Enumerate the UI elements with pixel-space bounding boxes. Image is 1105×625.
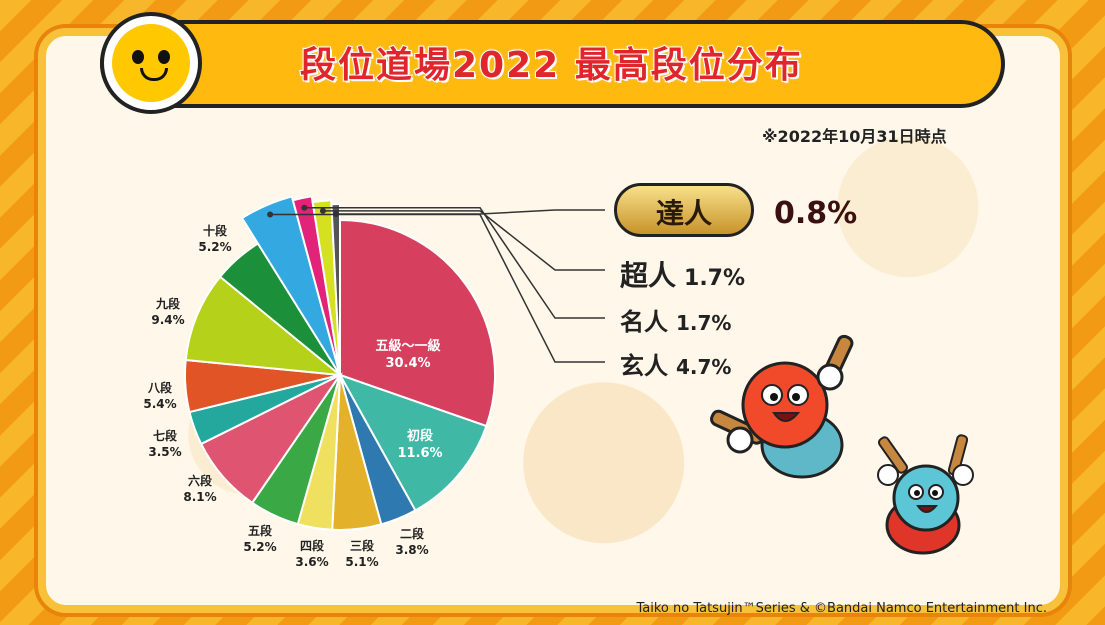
- rank-value-meijin: 1.7%: [676, 311, 732, 335]
- slice-label-三段: 三段: [350, 538, 375, 553]
- slice-value-八段: 5.4%: [143, 397, 176, 411]
- slice-label-二段: 二段: [400, 526, 425, 541]
- slice-label-初段: 初段: [407, 428, 433, 444]
- don-face-icon: [100, 12, 202, 114]
- pie-slice-五級〜一級: [339, 218, 496, 428]
- rank-row-meijin: 名人 1.7%: [620, 302, 731, 337]
- slice-label-九段: 九段: [155, 296, 181, 311]
- rank-row-choujin: 超人 1.7%: [620, 254, 745, 294]
- slice-label-六段: 六段: [188, 473, 213, 488]
- pie-slice-玄人: [240, 195, 341, 376]
- slice-label-十段: 十段: [203, 223, 228, 238]
- tatsujin-badge: 達人: [614, 183, 754, 237]
- slice-value-十段: 5.2%: [198, 240, 231, 254]
- slice-value-三段: 5.1%: [345, 555, 378, 569]
- date-note: ※2022年10月31日時点: [762, 127, 947, 146]
- rank-name-kurouto: 玄人: [620, 352, 668, 380]
- title-bar: [100, 20, 1005, 108]
- leader-dot-超人: [319, 207, 326, 214]
- slice-value-四段: 3.6%: [295, 555, 328, 569]
- slice-value-六段: 8.1%: [183, 490, 216, 504]
- pie-slice-初段: [337, 373, 488, 512]
- pie-slice-名人: [291, 195, 341, 376]
- rank-name-meijin: 名人: [620, 308, 668, 336]
- slice-label-四段: 四段: [300, 538, 325, 553]
- slice-label-五段: 五段: [248, 523, 273, 538]
- slice-value-七段: 3.5%: [148, 445, 181, 459]
- page-title: 段位道場2022 最高段位分布: [299, 44, 803, 87]
- slice-value-五級〜一級: 30.4%: [385, 356, 430, 371]
- leader-line-名人: [304, 207, 605, 319]
- rank-value-choujin: 1.7%: [684, 266, 746, 291]
- slice-value-初段: 11.6%: [397, 446, 442, 461]
- slice-label-七段: 七段: [153, 428, 178, 443]
- rank-name-choujin: 超人: [620, 259, 677, 292]
- katsu-character-icon: [877, 434, 974, 555]
- leader-line-超人: [322, 210, 605, 271]
- rank-value-tatsujin: 0.8%: [774, 196, 858, 231]
- don-character-icon: [710, 334, 854, 479]
- slice-value-五段: 5.2%: [243, 540, 276, 554]
- slice-label-五級〜一級: 五級〜一級: [375, 338, 440, 354]
- pie-slice-九段: [184, 275, 344, 377]
- leader-dot-名人: [301, 204, 308, 211]
- pie-slice-達人: [330, 202, 341, 376]
- leader-line-玄人: [270, 213, 605, 363]
- slice-value-九段: 9.4%: [151, 313, 184, 327]
- rank-row-kurouto: 玄人 4.7%: [620, 346, 731, 381]
- copyright-text: Taiko no Tatsujin™Series & ©Bandai Namco…: [636, 601, 1047, 616]
- leader-dot-玄人: [267, 211, 274, 218]
- rank-name-tatsujin: 達人: [655, 197, 712, 230]
- slice-label-八段: 八段: [147, 380, 173, 395]
- slice-value-二段: 3.8%: [395, 543, 428, 557]
- rank-value-kurouto: 4.7%: [676, 355, 732, 379]
